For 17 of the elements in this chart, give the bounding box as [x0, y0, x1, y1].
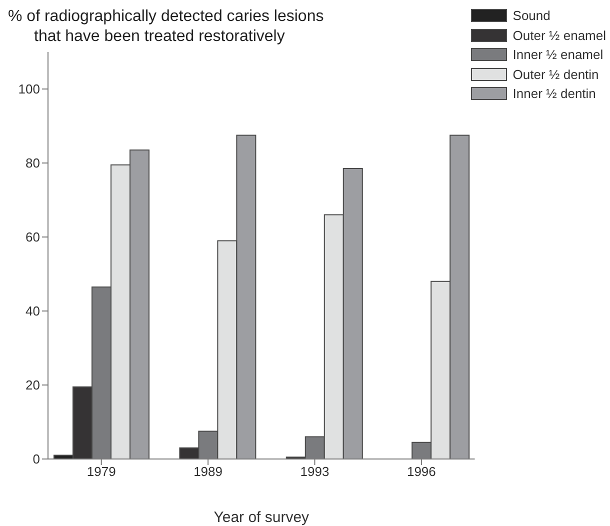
- y-tick-label: 80: [26, 156, 40, 171]
- y-tick-label: 20: [26, 378, 40, 393]
- x-axis-title: Year of survey: [214, 509, 310, 526]
- legend-label: Outer ½ enamel: [512, 28, 606, 43]
- x-tick-label: 1993: [300, 464, 330, 480]
- legend-label: Outer ½ dentin: [512, 66, 599, 82]
- x-tick-label: 1996: [406, 464, 436, 480]
- legend-label: Inner ½ dentin: [512, 86, 596, 102]
- y-tick-label: 60: [26, 230, 40, 245]
- y-tick-label: 40: [26, 304, 40, 319]
- chart-title: % of radiographically detected caries lesions that have been treated restoratively: [8, 8, 324, 45]
- y-tick-label: 0: [32, 452, 40, 467]
- legend-label: Sound: [512, 8, 550, 24]
- legend-label: Inner ½ enamel: [512, 47, 604, 62]
- x-tick-label: 1989: [194, 464, 223, 480]
- y-tick-label: 100: [18, 82, 40, 97]
- x-tick-label: 1979: [86, 464, 116, 480]
